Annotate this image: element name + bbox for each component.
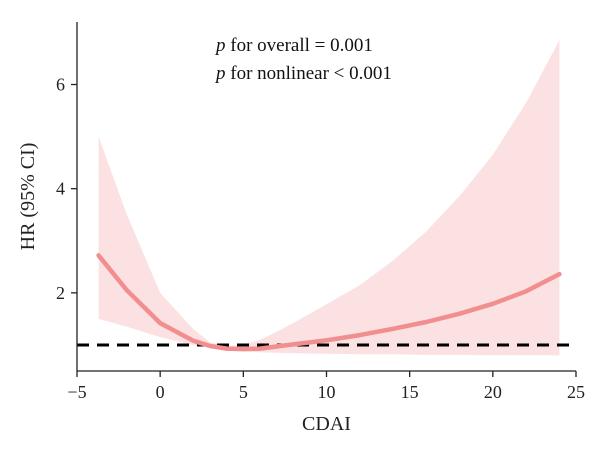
axes: −5 0 5 10 15 20 25 2 4 6 <box>56 22 585 402</box>
p-nonlinear-annotation: p for nonlinear < 0.001 <box>214 63 392 84</box>
y-tick-label: 6 <box>56 75 65 95</box>
p-nonlinear-text: for nonlinear < 0.001 <box>226 63 392 84</box>
hr-curve <box>96 253 562 352</box>
x-tick-label: 20 <box>484 382 502 402</box>
x-tick-label: 5 <box>239 382 248 402</box>
plot-area <box>77 40 576 356</box>
x-tick-label: 10 <box>318 382 336 402</box>
x-tick-label: 25 <box>567 382 585 402</box>
p-overall-text: for overall = 0.001 <box>226 35 373 56</box>
ci-band <box>98 40 560 356</box>
y-tick-label: 2 <box>56 283 65 303</box>
y-axis-title: HR (95% CI) <box>17 143 39 251</box>
x-tick-label: 15 <box>401 382 419 402</box>
p-italic-prefix: p <box>214 63 226 84</box>
p-italic-prefix: p <box>214 35 226 56</box>
x-tick-label: 0 <box>156 382 165 402</box>
y-tick-label: 4 <box>56 179 65 199</box>
p-overall-annotation: p for overall = 0.001 <box>214 35 373 56</box>
x-axis-title: CDAI <box>302 413 351 435</box>
x-tick-label: −5 <box>67 382 86 402</box>
